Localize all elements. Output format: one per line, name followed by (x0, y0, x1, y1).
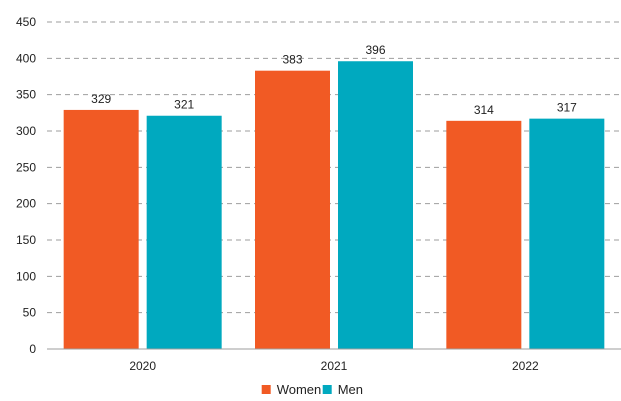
bar-men-2021 (338, 61, 413, 350)
x-tick-label: 2022 (512, 359, 539, 373)
y-tick-label: 100 (16, 269, 36, 283)
legend-label-men: Men (338, 382, 363, 397)
y-tick-label: 350 (16, 88, 36, 102)
bars (63, 61, 605, 350)
data-label: 321 (174, 98, 194, 112)
data-label: 396 (365, 43, 385, 57)
x-tick-label: 2021 (321, 359, 348, 373)
legend: Women Men (261, 382, 363, 397)
bar-men-2022 (529, 118, 605, 349)
y-tick-label: 400 (16, 51, 36, 65)
bar-men-2020 (146, 115, 222, 350)
data-label: 317 (557, 101, 577, 115)
y-tick-label: 200 (16, 197, 36, 211)
y-axis: 0 50 100 150 200 250 300 350 400 450 (16, 15, 36, 356)
y-tick-label: 250 (16, 160, 36, 174)
y-tick-label: 300 (16, 124, 36, 138)
data-label: 329 (91, 92, 111, 106)
data-labels: 329 321 383 396 314 317 (91, 43, 577, 117)
data-label: 314 (474, 103, 494, 117)
bar-women-2020 (63, 109, 139, 349)
legend-swatch-women (261, 385, 271, 394)
legend-label-women: Women (277, 382, 322, 397)
y-tick-label: 150 (16, 233, 36, 247)
y-tick-label: 50 (23, 306, 37, 320)
data-label: 383 (282, 53, 302, 67)
y-tick-label: 0 (29, 342, 36, 356)
bar-women-2022 (446, 120, 522, 350)
gridlines (47, 21, 621, 314)
bar-women-2021 (255, 70, 330, 349)
y-tick-label: 450 (16, 15, 36, 29)
x-axis: 2020 2021 2022 (47, 348, 621, 373)
x-tick-label: 2020 (129, 359, 156, 373)
legend-swatch-men (322, 385, 332, 394)
